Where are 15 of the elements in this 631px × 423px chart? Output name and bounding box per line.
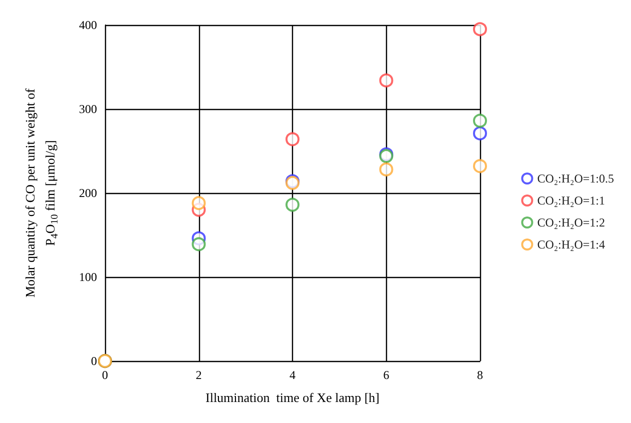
x-tick-label: 4 — [290, 368, 296, 382]
legend-label: CO₂:H₂O=1:1 — [537, 194, 606, 208]
x-axis-title: Illumination time of Xe lamp [h] — [205, 390, 380, 405]
legend-label: CO₂:H₂O=1:0.5 — [537, 172, 614, 186]
y-tick-label: 0 — [91, 354, 97, 368]
y-tick-label: 400 — [79, 18, 97, 32]
y-tick-label: 200 — [79, 186, 97, 200]
x-tick-label: 6 — [383, 368, 390, 382]
x-tick-label: 0 — [102, 368, 108, 382]
legend-label: CO₂:H₂O=1:4 — [537, 238, 606, 252]
y-tick-label: 100 — [79, 270, 97, 284]
x-tick-label: 2 — [196, 368, 202, 382]
legend-label: CO₂:H₂O=1:2 — [537, 216, 606, 230]
y-tick-label: 300 — [79, 102, 97, 116]
x-tick-label: 8 — [477, 368, 483, 382]
